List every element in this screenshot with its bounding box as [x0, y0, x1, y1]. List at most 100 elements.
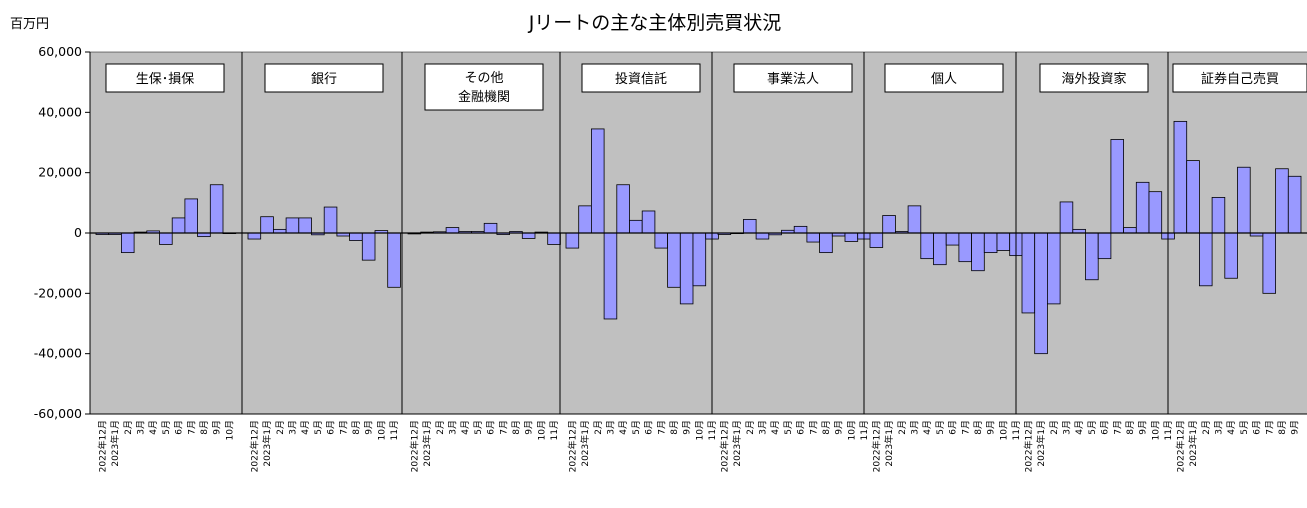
- bar: [1123, 227, 1137, 234]
- x-tick-label: 9月: [1138, 420, 1149, 435]
- bar: [521, 232, 536, 239]
- bar: [483, 222, 498, 234]
- x-tick-label: 11月: [549, 420, 560, 440]
- y-tick-label: 60,000: [38, 44, 82, 59]
- panel-label-box: [1039, 63, 1149, 93]
- bar: [260, 216, 274, 234]
- x-tick-label: 6月: [174, 420, 185, 435]
- x-tick-label: 2月: [275, 420, 286, 435]
- x-tick-label: 8月: [669, 420, 680, 435]
- bar: [1085, 232, 1099, 281]
- panel-label: 個人: [931, 72, 957, 87]
- bar: [907, 205, 922, 234]
- panel-label-box: [105, 63, 225, 93]
- bar: [591, 128, 605, 234]
- x-tick-label: 2023年1月: [109, 420, 121, 467]
- bar: [387, 232, 401, 288]
- x-tick-label: 6月: [796, 420, 807, 435]
- x-tick-label: 2月: [1049, 420, 1060, 435]
- bar: [159, 232, 173, 245]
- bar: [1287, 175, 1302, 234]
- x-tick-label: 2022年12月: [248, 420, 260, 472]
- x-tick-label: 7月: [1264, 420, 1275, 435]
- x-tick-label: 5月: [935, 420, 946, 435]
- x-tick-label: 5月: [473, 420, 484, 435]
- x-tick-label: 11月: [389, 420, 400, 440]
- bar: [1199, 232, 1213, 287]
- bar: [1135, 181, 1150, 234]
- x-tick-label: 2022年12月: [870, 420, 882, 472]
- x-tick-label: 7月: [338, 420, 349, 435]
- bar: [184, 198, 198, 234]
- panel-label-box: [884, 63, 1004, 93]
- bar: [616, 184, 630, 234]
- bar: [933, 232, 947, 266]
- x-tick-label: 10月: [998, 420, 1009, 440]
- panel-label: 生保･損保: [136, 72, 195, 87]
- x-tick-label: 11月: [1163, 420, 1174, 440]
- x-tick-label: 3月: [447, 420, 458, 435]
- x-tick-label: 5月: [313, 420, 324, 435]
- bar: [247, 232, 262, 240]
- x-tick-label: 11月: [859, 420, 870, 440]
- x-tick-label: 3月: [1061, 420, 1072, 435]
- panel: 海外投資家: [1015, 52, 1175, 414]
- bar: [1034, 232, 1048, 355]
- x-tick-label: 10月: [536, 420, 547, 440]
- bar: [793, 225, 808, 234]
- panel-label: 金融機関: [458, 89, 510, 105]
- bar: [983, 232, 998, 254]
- x-tick-label: 3月: [1213, 420, 1224, 435]
- x-tick-label: 2月: [745, 420, 756, 435]
- panel: 投資信託: [559, 52, 719, 414]
- x-tick-label: 2023年1月: [1187, 420, 1199, 467]
- x-tick-label: 4月: [460, 420, 471, 435]
- x-tick-label: 9月: [524, 420, 535, 435]
- x-tick-label: 6月: [326, 420, 337, 435]
- panel: 生保･損保: [90, 63, 242, 254]
- bar: [882, 215, 896, 234]
- bar: [692, 232, 707, 287]
- x-tick-label: 6月: [1252, 420, 1263, 435]
- x-tick-label: 2023年1月: [883, 420, 895, 467]
- y-tick-label: 0: [74, 225, 82, 240]
- x-tick-label: 2023年1月: [1035, 420, 1047, 467]
- bar: [1186, 160, 1200, 234]
- bar: [869, 232, 884, 248]
- x-tick-label: 4月: [148, 420, 159, 435]
- x-tick-label: 3月: [909, 420, 920, 435]
- x-tick-label: 7月: [656, 420, 667, 435]
- bar: [349, 232, 363, 241]
- bar: [819, 232, 833, 254]
- panel: 銀行: [241, 52, 402, 414]
- x-tick-label: 2023年1月: [261, 420, 273, 467]
- x-tick-label: 7月: [960, 420, 971, 435]
- x-tick-label: 2022年12月: [566, 420, 578, 472]
- y-tick-label: -60,000: [34, 406, 82, 421]
- x-tick-label: 9月: [834, 420, 845, 435]
- bar: [971, 232, 985, 272]
- bar: [445, 227, 460, 234]
- x-tick-label: 7月: [498, 420, 509, 435]
- x-axis: 2022年12月 2023年1月 2月 3月 4月 5月 6月 7月 8月 9月 10月 2022年1…: [90, 51, 1307, 472]
- x-tick-label: 8月: [1125, 420, 1136, 435]
- bar: [1173, 120, 1188, 234]
- x-tick-label: 2022年12月: [1174, 420, 1186, 472]
- x-tick-label: 6月: [644, 420, 655, 435]
- x-tick-label: 10月: [224, 420, 235, 440]
- x-tick-label: 9月: [986, 420, 997, 435]
- x-tick-label: 4月: [922, 420, 933, 435]
- bar: [285, 217, 300, 234]
- x-tick-label: 9月: [212, 420, 223, 435]
- x-tick-label: 3月: [135, 420, 146, 435]
- x-tick-label: 2月: [123, 420, 134, 435]
- bar: [1047, 232, 1061, 305]
- x-tick-label: 8月: [511, 420, 522, 435]
- bar: [1275, 168, 1289, 234]
- bar: [679, 232, 694, 305]
- x-tick-label: 2022年12月: [96, 420, 108, 472]
- x-tick-label: 5月: [161, 420, 172, 435]
